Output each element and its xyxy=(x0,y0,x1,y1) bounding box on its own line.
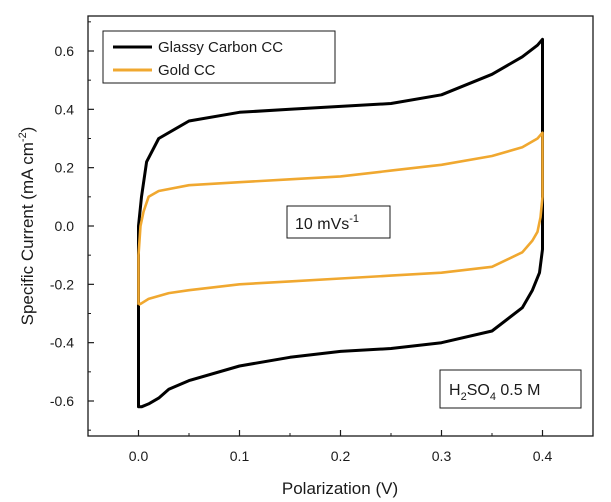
x-tick-label: 0.4 xyxy=(533,448,553,464)
x-tick-label: 0.0 xyxy=(129,448,149,464)
y-tick-label: -0.2 xyxy=(50,276,74,292)
y-tick-label: 0.0 xyxy=(55,218,75,234)
y-axis-title-sup: -2 xyxy=(17,132,29,142)
electrolyte-sub-2: 2 xyxy=(461,391,467,403)
y-tick-label: 0.2 xyxy=(55,160,75,176)
x-axis-ticks: 0.0 0.1 0.2 0.3 0.4 xyxy=(87,430,594,464)
y-axis-ticks: -0.6 -0.4 -0.2 0.0 0.2 0.4 0.6 xyxy=(50,21,94,431)
y-tick-label: -0.4 xyxy=(50,335,74,351)
electrolyte-box xyxy=(439,369,582,409)
scan-rate-label: 10 mVs-1 xyxy=(295,213,359,233)
legend-box xyxy=(102,30,336,84)
series-layer xyxy=(137,37,544,409)
electrolyte-concentration: 0.5 M xyxy=(496,382,540,399)
electrolyte-annotation: H2SO4 0.5 M xyxy=(439,369,582,409)
y-axis-title-end: ) xyxy=(18,127,37,133)
electrolyte-sub-4: 4 xyxy=(490,391,496,403)
scan-rate-base: 10 mVs xyxy=(295,216,349,233)
y-tick-label: -0.6 xyxy=(50,393,74,409)
series-glassy-carbon-cc xyxy=(137,37,544,409)
x-tick-label: 0.3 xyxy=(432,448,452,464)
scan-rate-box xyxy=(286,205,391,239)
legend-label-glassy-carbon: Glassy Carbon CC xyxy=(158,39,283,56)
legend: Glassy Carbon CC Gold CC xyxy=(102,30,336,84)
legend-label-gold: Gold CC xyxy=(158,62,216,79)
electrolyte-label: H2SO4 0.5 M xyxy=(449,382,540,403)
x-tick-label: 0.2 xyxy=(331,448,351,464)
electrolyte-h: H xyxy=(449,382,461,399)
x-axis-title: Polarization (V) xyxy=(282,479,398,498)
y-axis-title: Specific Current (mA cm-2) xyxy=(17,127,37,326)
x-tick-label: 0.1 xyxy=(230,448,250,464)
scan-rate-sup: -1 xyxy=(349,213,359,225)
y-tick-label: 0.4 xyxy=(55,101,75,117)
scan-rate-annotation: 10 mVs-1 xyxy=(286,205,391,239)
y-tick-label: 0.6 xyxy=(55,43,75,59)
series-gold-cc xyxy=(137,131,544,306)
y-axis-title-main: Specific Current (mA cm xyxy=(18,142,37,325)
electrolyte-so: SO xyxy=(467,382,490,399)
